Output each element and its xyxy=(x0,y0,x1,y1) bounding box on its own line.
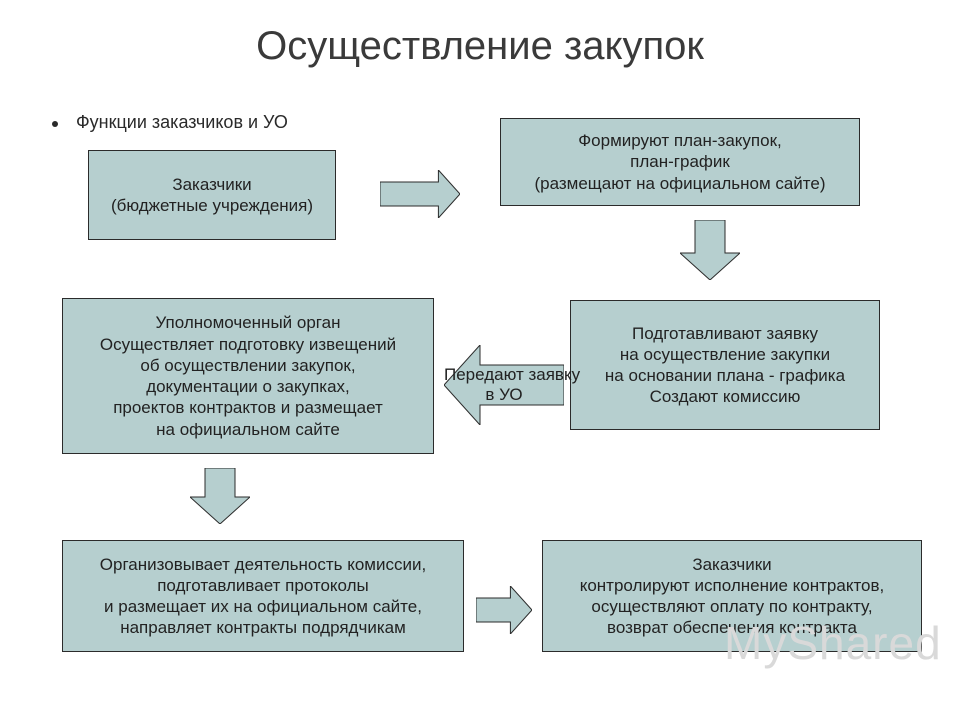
node-plan-label: Формируют план-закупок,план-график(разме… xyxy=(534,130,825,194)
arrow-plan-to-request xyxy=(680,220,740,280)
node-customers: Заказчики(бюджетные учреждения) xyxy=(88,150,336,240)
node-commission: Организовывает деятельность комиссии,под… xyxy=(62,540,464,652)
slide-title: Осуществление закупок xyxy=(0,24,960,69)
diagram-canvas: { "title": "Осуществление закупок", "tit… xyxy=(0,0,960,720)
node-authorized-body-label: Уполномоченный органОсуществляет подгото… xyxy=(100,312,396,440)
bullet-text: Функции заказчиков и УО xyxy=(76,112,288,133)
bullet-functions: Функции заказчиков и УО xyxy=(52,112,288,133)
node-request-label: Подготавливают заявкуна осуществление за… xyxy=(605,323,845,408)
node-control: Заказчикиконтролируют исполнение контрак… xyxy=(542,540,922,652)
node-plan: Формируют план-закупок,план-график(разме… xyxy=(500,118,860,206)
node-commission-label: Организовывает деятельность комиссии,под… xyxy=(100,554,426,639)
node-control-label: Заказчикиконтролируют исполнение контрак… xyxy=(580,554,885,639)
node-customers-label: Заказчики(бюджетные учреждения) xyxy=(111,174,313,217)
arrow-label-transfer: Передают заявкув УО xyxy=(444,365,564,406)
bullet-dot-icon xyxy=(52,121,58,127)
arrow-authbody-to-commission xyxy=(190,468,250,524)
node-request: Подготавливают заявкуна осуществление за… xyxy=(570,300,880,430)
arrow-commission-to-control xyxy=(476,586,532,634)
arrow-customers-to-plan xyxy=(380,170,460,218)
node-authorized-body: Уполномоченный органОсуществляет подгото… xyxy=(62,298,434,454)
arrow-request-to-authbody: Передают заявкув УО xyxy=(444,345,564,425)
